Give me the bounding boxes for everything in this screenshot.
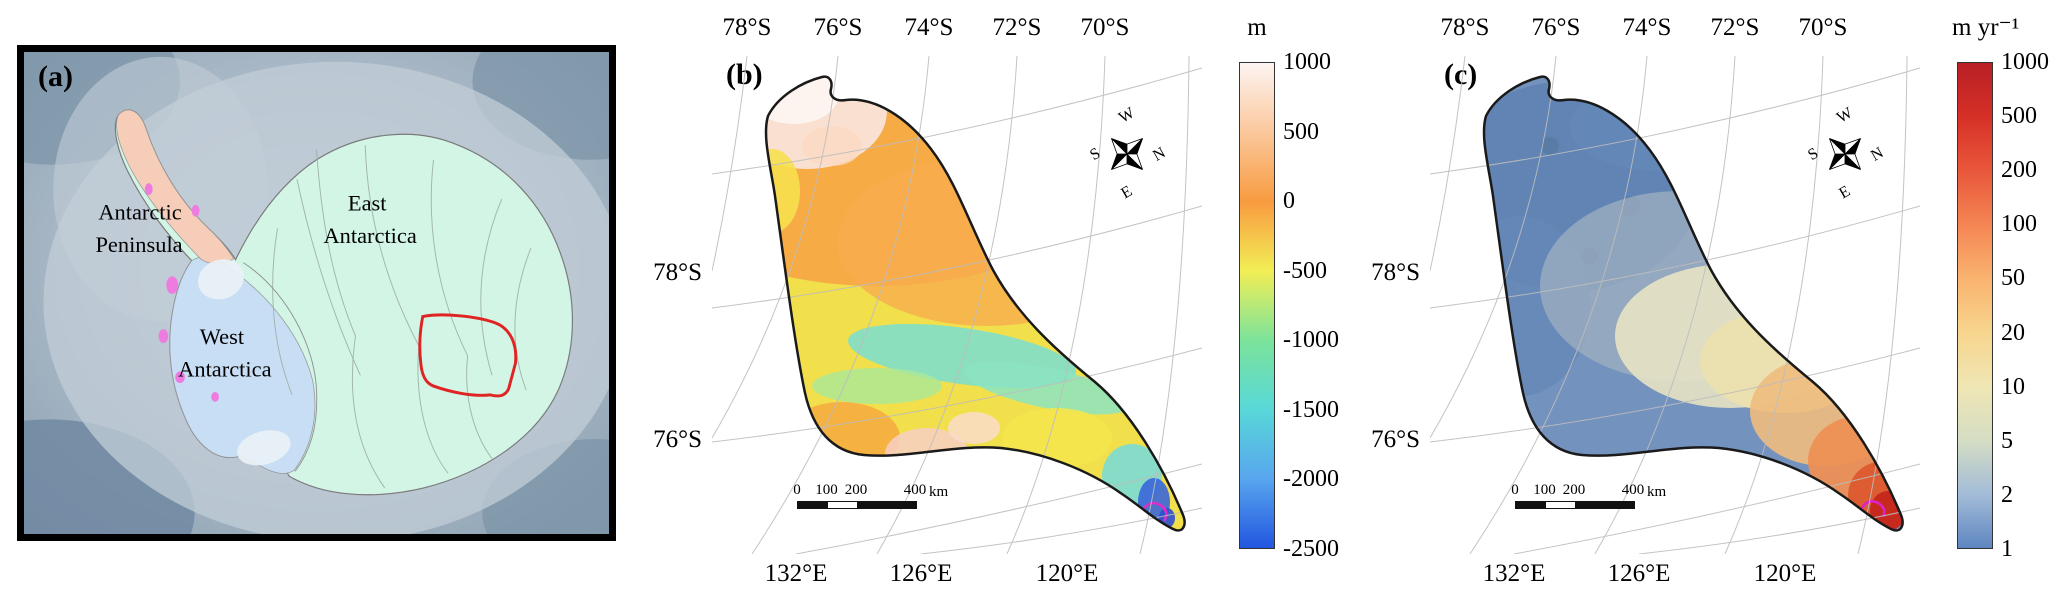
- lat-tick-top: 74°S: [1622, 14, 1672, 41]
- scale-tick: 200: [844, 482, 868, 498]
- colorbar-tick: 100: [2001, 211, 2037, 237]
- basin-outline: [1482, 75, 1904, 532]
- ronne-ice-shelf: [197, 259, 244, 300]
- basin-outline: [764, 75, 1186, 532]
- colorbar-tick: 20: [2001, 320, 2025, 346]
- scale-tick: 0: [793, 482, 801, 498]
- elevation-map: [712, 56, 1202, 554]
- ross-ice-shelf: [237, 430, 291, 466]
- colorbar-tick: 5: [2001, 428, 2013, 454]
- continent: [114, 109, 574, 496]
- scale-unit: km: [1647, 484, 1667, 500]
- lon-tick-bottom: 126°E: [889, 560, 953, 587]
- antarctica-map: Antarctic Peninsula East Antarctica West…: [24, 52, 609, 534]
- colorbar-tick: 50: [2001, 265, 2025, 291]
- colorbar-tick: -500: [1283, 258, 1327, 284]
- study-area-outline: [418, 313, 518, 398]
- graticule: [1430, 56, 1920, 554]
- lat-tick-top: 70°S: [1080, 14, 1130, 41]
- drainage-lines: [243, 145, 532, 489]
- lat-tick-top: 78°S: [722, 14, 772, 41]
- colorbar-tick: -2500: [1283, 536, 1339, 562]
- graticule: [712, 56, 1202, 554]
- lon-tick-bottom: 120°E: [1035, 560, 1099, 587]
- colorbar-tick: -2000: [1283, 466, 1339, 492]
- scale-bar-strip: [1515, 501, 1635, 509]
- compass-n: N: [1868, 144, 1887, 165]
- lat-tick-top: 76°S: [813, 14, 863, 41]
- colorbar-tick: 200: [2001, 157, 2037, 183]
- velocity-colorbar-title: m yr⁻¹: [1952, 14, 2020, 41]
- lat-tick-left: 78°S: [1371, 259, 1420, 286]
- compass-s: S: [1087, 145, 1103, 164]
- compass-w: W: [1116, 104, 1138, 127]
- compass-rose: W N S E: [1087, 104, 1169, 200]
- colorbar-tick: 500: [1283, 119, 1319, 145]
- lat-tick-top: 70°S: [1798, 14, 1848, 41]
- scale-bar: 0 100 200 400 km: [1511, 482, 1725, 512]
- scale-tick: 0: [1511, 482, 1519, 498]
- colorbar-tick: -1000: [1283, 327, 1339, 353]
- label-east-antarctica-2: Antarctica: [323, 223, 416, 248]
- colorbar-tick: 0: [1283, 188, 1295, 214]
- scale-tick: 100: [815, 482, 838, 498]
- velocity-colorbar: [1957, 62, 1993, 549]
- lat-tick-top: 76°S: [1531, 14, 1581, 41]
- compass-e: E: [1118, 183, 1135, 200]
- scale-unit: km: [929, 484, 949, 500]
- colorbar-tick: 1000: [2001, 49, 2049, 75]
- region-labels: Antarctic Peninsula East Antarctica West…: [95, 191, 416, 382]
- lat-tick-top: 74°S: [904, 14, 954, 41]
- west-antarctica-shape: [169, 256, 316, 474]
- scale-tick: 100: [1533, 482, 1556, 498]
- colorbar-tick: 10: [2001, 374, 2025, 400]
- compass-n: N: [1150, 144, 1169, 165]
- colorbar-tick: -1500: [1283, 397, 1339, 423]
- lat-tick-top: 72°S: [1710, 14, 1760, 41]
- label-antarctic-peninsula-1: Antarctic: [98, 199, 181, 224]
- compass-rose: W N S E: [1805, 104, 1887, 200]
- lat-tick-top: 72°S: [992, 14, 1042, 41]
- label-antarctic-peninsula-2: Peninsula: [95, 232, 182, 257]
- compass-w: W: [1834, 104, 1856, 127]
- lat-tick-top: 78°S: [1440, 14, 1490, 41]
- scale-bar-strip: [797, 501, 917, 509]
- lon-tick-bottom: 132°E: [1482, 560, 1546, 587]
- lon-tick-bottom: 120°E: [1753, 560, 1817, 587]
- lon-tick-bottom: 126°E: [1607, 560, 1671, 587]
- elevation-colorbar-title: m: [1247, 14, 1267, 41]
- velocity-map: [1430, 56, 1920, 554]
- antarctic-peninsula-shape: [116, 109, 235, 265]
- panel-c-letter: (c): [1444, 58, 1478, 91]
- label-west-antarctica-1: West: [200, 324, 245, 349]
- scale-tick: 400: [903, 482, 927, 498]
- lat-tick-left: 78°S: [653, 259, 702, 286]
- compass-s: S: [1805, 145, 1821, 164]
- colorbar-tick: 1: [2001, 536, 2013, 562]
- rock-outcrops: [144, 183, 219, 402]
- label-west-antarctica-2: Antarctica: [178, 356, 271, 381]
- scale-bar: 0 100 200 400 km: [793, 482, 1007, 512]
- colorbar-tick: 1000: [1283, 49, 1331, 75]
- panel-a: Antarctic Peninsula East Antarctica West…: [17, 45, 616, 541]
- label-east-antarctica-1: East: [348, 191, 387, 216]
- elevation-colorbar: [1239, 62, 1275, 549]
- panel-a-letter: (a): [38, 60, 73, 93]
- colorbar-tick: 2: [2001, 482, 2013, 508]
- scale-tick: 200: [1562, 482, 1586, 498]
- lat-tick-left: 76°S: [653, 426, 702, 453]
- lat-tick-left: 76°S: [1371, 426, 1420, 453]
- scale-tick: 400: [1621, 482, 1645, 498]
- lon-tick-bottom: 132°E: [764, 560, 828, 587]
- colorbar-tick: 500: [2001, 103, 2037, 129]
- compass-e: E: [1836, 183, 1853, 200]
